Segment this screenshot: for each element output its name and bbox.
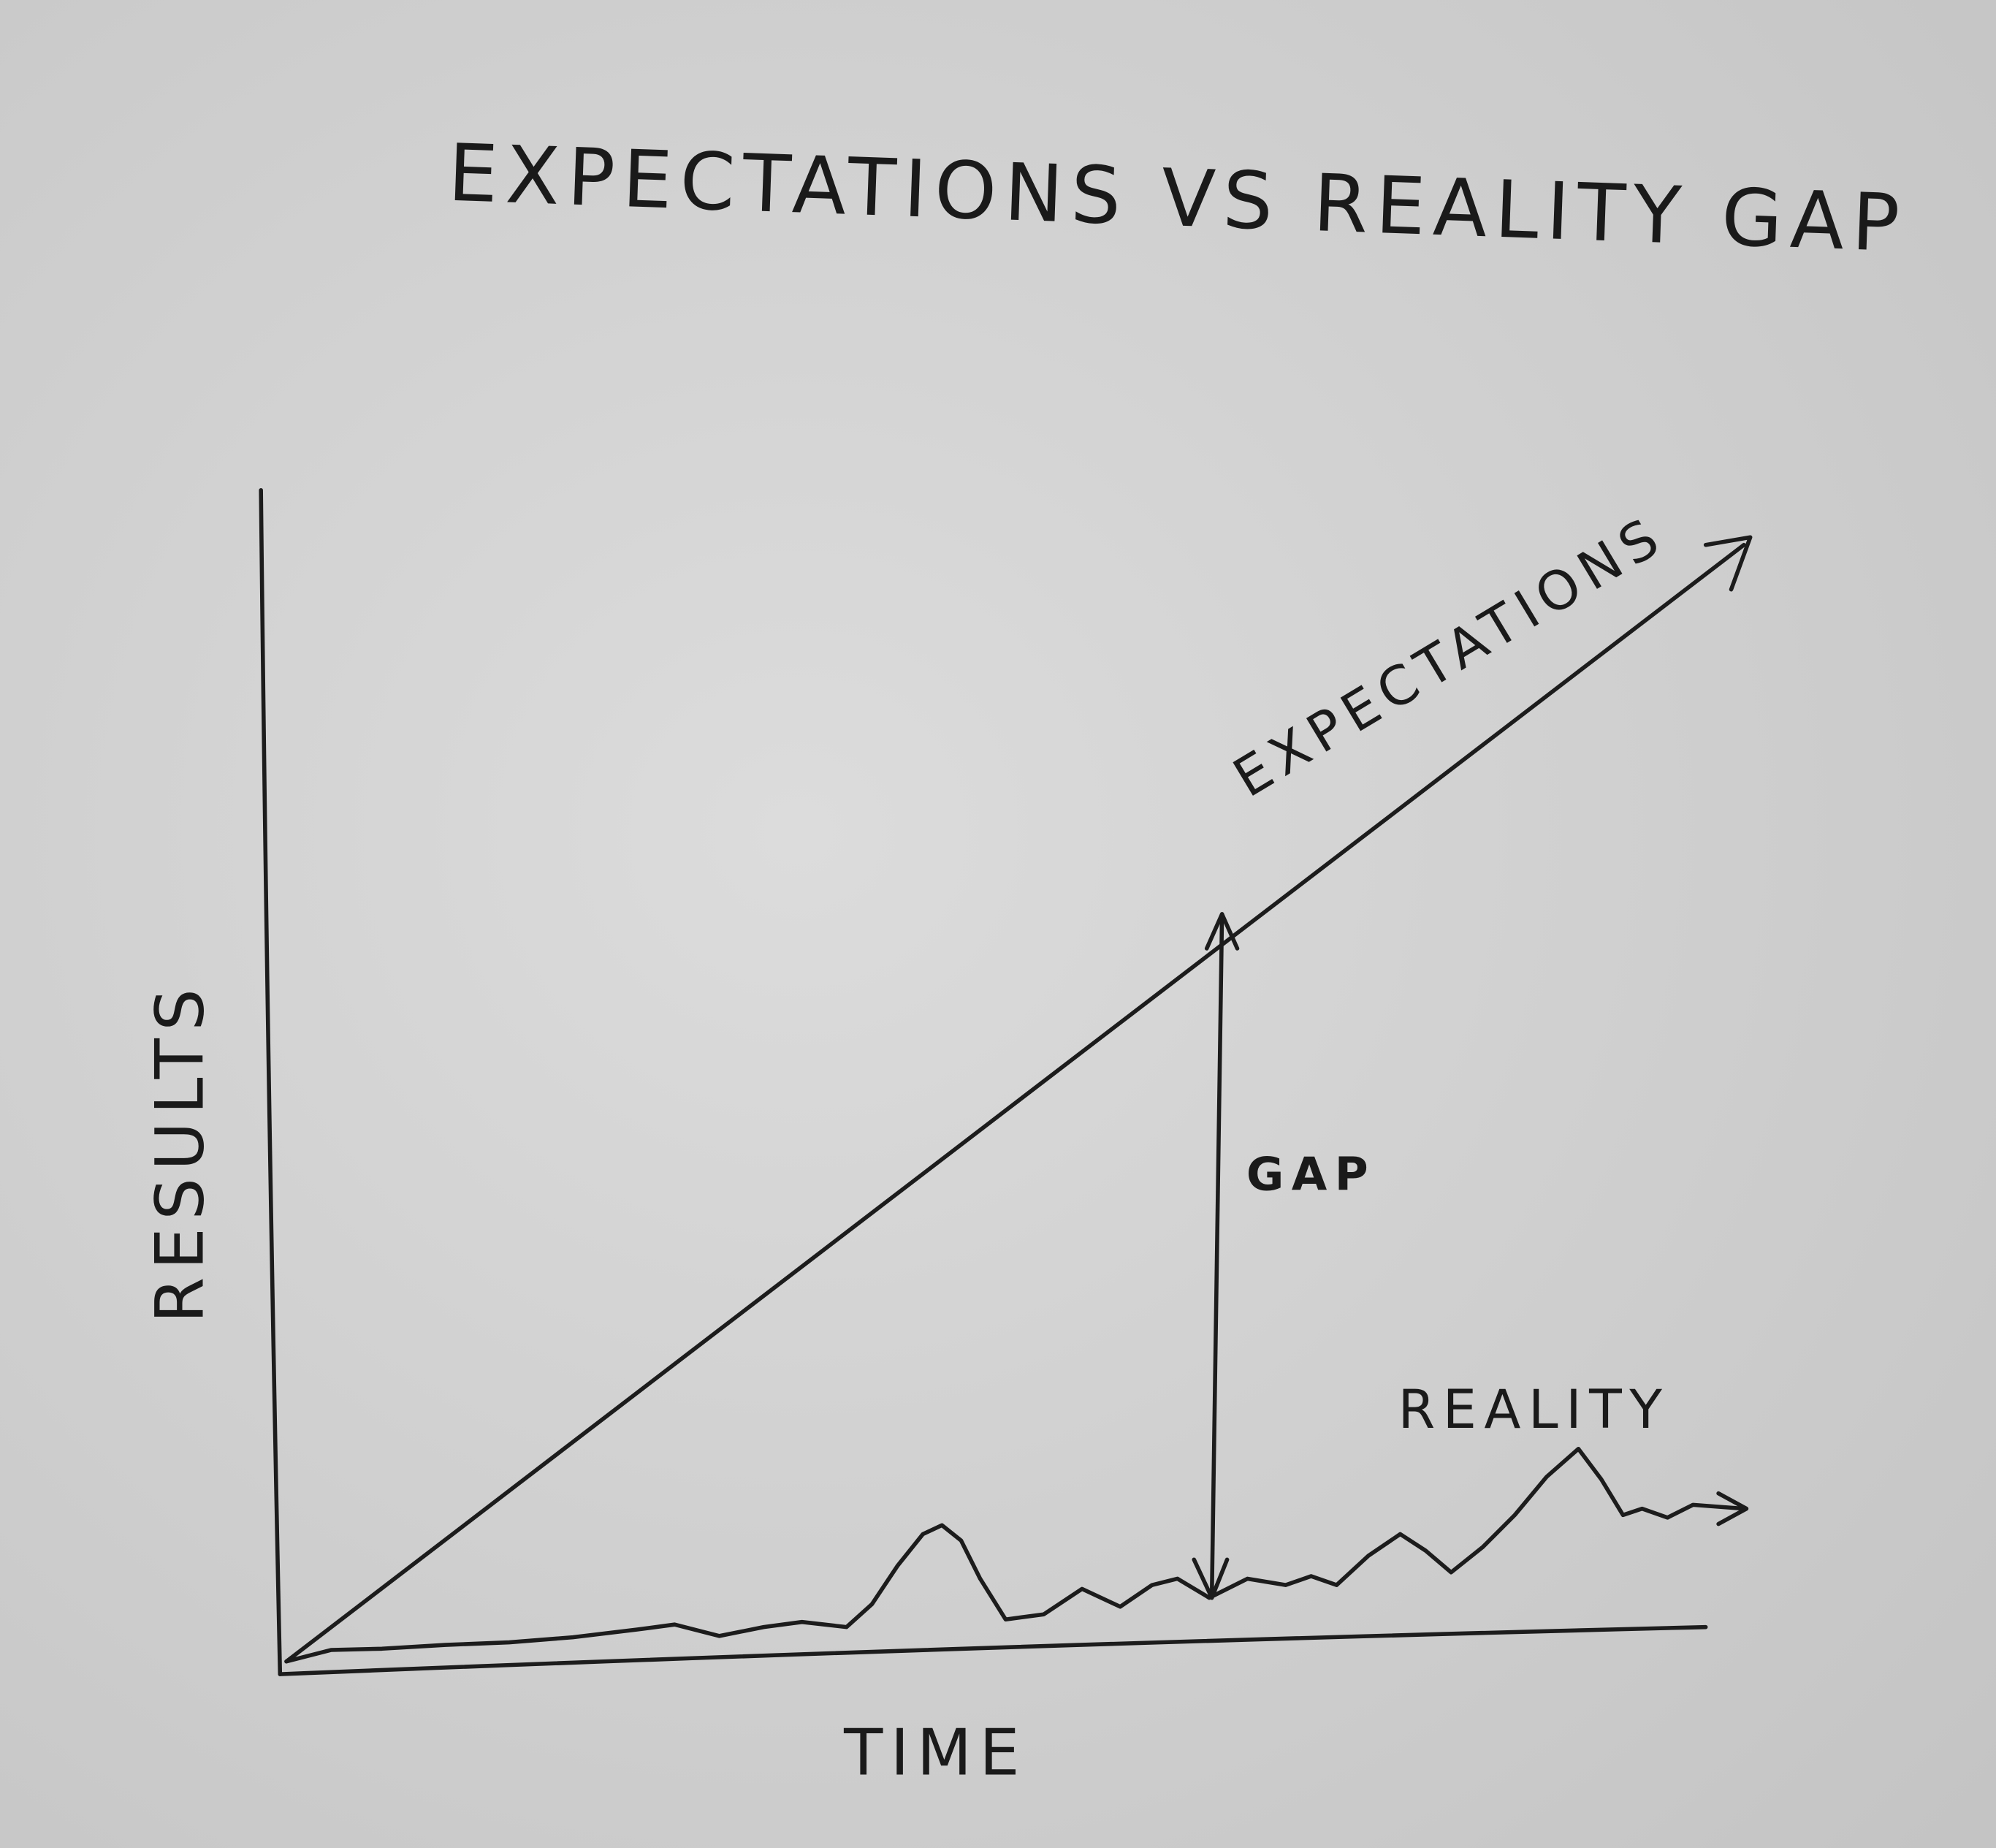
gap-arrow xyxy=(1209,912,1224,1600)
reality-label: REALITY xyxy=(1398,1379,1669,1441)
x-axis xyxy=(278,1624,1708,1676)
gap-arrowhead-top xyxy=(1204,912,1240,951)
y-axis-label: RESULTS xyxy=(142,981,219,1323)
expectations-arrowhead xyxy=(1703,535,1753,592)
x-axis-label: TIME xyxy=(843,1715,1027,1790)
reality-line xyxy=(284,1446,1746,1664)
expectations-line xyxy=(284,542,1746,1664)
gap-label: GAP xyxy=(1246,1148,1376,1201)
reality-arrowhead xyxy=(1716,1491,1749,1526)
y-axis xyxy=(259,487,283,1676)
